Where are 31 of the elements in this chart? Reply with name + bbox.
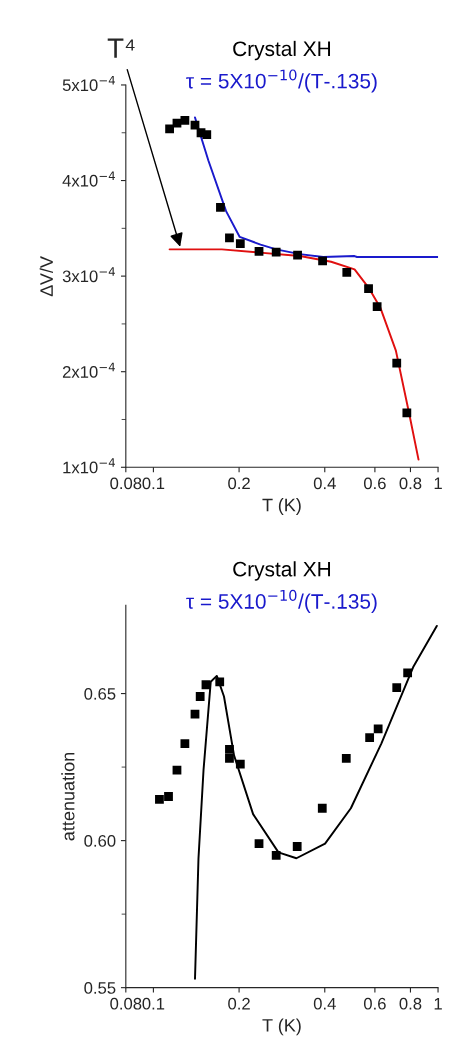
- x-tick-label: 1: [434, 997, 442, 1010]
- x-tick-label: 0.2: [228, 997, 250, 1010]
- y-tick-label: 4x10$^{−4}$: [62, 171, 115, 187]
- y-tick-label: 1x10$^{−4}$: [63, 458, 115, 474]
- x-axis-title: T (K): [262, 1018, 301, 1036]
- x-tick-label: 0.8: [399, 477, 422, 490]
- annotation: τ = 5X10$^{−10}$/(T-.135): [186, 589, 377, 613]
- y-tick-label: 2x10$^{−4}$: [62, 362, 115, 378]
- x-tick-label: 0.1: [142, 997, 165, 1010]
- y-axis-title: ∆V/V: [39, 256, 53, 297]
- x-tick-label: 0.6: [363, 997, 386, 1010]
- x-tick-label: 0.4: [313, 477, 336, 490]
- y-tick-label: 5x10$^{−4}$: [62, 76, 115, 92]
- y-tick-label: 0.65: [84, 687, 116, 700]
- y-tick-label: 0.60: [84, 835, 116, 847]
- x-axis-title: T (K): [262, 498, 301, 515]
- x-tick-label: 0.8: [399, 997, 422, 1010]
- x-tick-label: 0.2: [228, 477, 250, 490]
- text: Crystal XH: [233, 40, 331, 61]
- x-tick-label: 0.4: [313, 997, 336, 1010]
- x-tick-label: 0.1: [142, 477, 165, 490]
- text: Crystal XH: [233, 561, 331, 581]
- annotation: τ = 5X10$^{−10}$/(T-.135): [186, 69, 377, 93]
- x-tick-label: 0.6: [363, 477, 386, 490]
- annotation: T⁴: [107, 38, 135, 58]
- x-tick-label: 1: [434, 477, 442, 490]
- y-tick-label: 3x10$^{−4}$: [62, 267, 115, 283]
- y-axis-title: attenuation: [61, 752, 75, 841]
- x-tick-label: 0.08: [110, 477, 142, 490]
- y-tick-label: 0.55: [84, 982, 116, 994]
- x-tick-label: 0.08: [110, 997, 142, 1010]
